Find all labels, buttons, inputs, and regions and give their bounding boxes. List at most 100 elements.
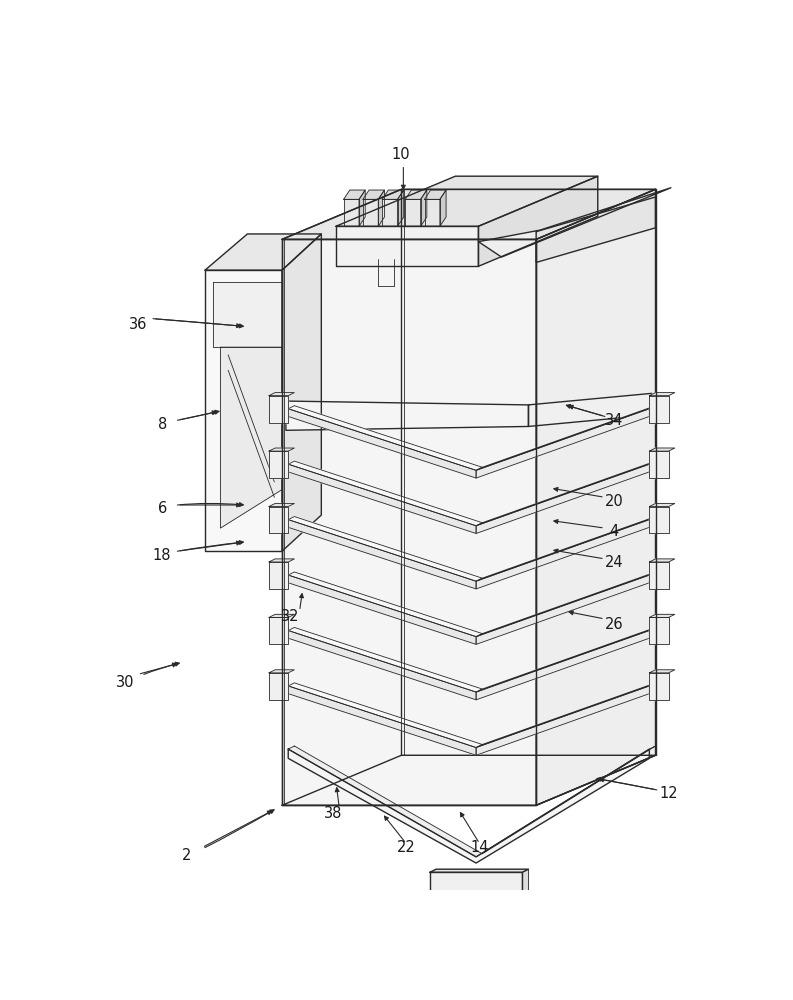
Polygon shape [288,686,476,755]
Polygon shape [649,393,675,396]
Polygon shape [363,199,378,226]
Polygon shape [478,176,598,266]
Polygon shape [343,199,359,226]
Polygon shape [476,520,649,589]
Text: 32: 32 [282,609,300,624]
Polygon shape [269,614,294,617]
Polygon shape [649,617,668,644]
Polygon shape [282,189,656,239]
Polygon shape [424,199,440,226]
Polygon shape [288,746,656,857]
Polygon shape [269,617,288,644]
Text: 36: 36 [128,317,147,332]
Polygon shape [649,448,675,451]
Polygon shape [288,517,482,581]
Polygon shape [649,562,668,589]
Text: 18: 18 [153,548,171,563]
Polygon shape [269,448,294,451]
Polygon shape [382,190,404,199]
Text: 22: 22 [397,840,416,855]
Polygon shape [405,190,427,199]
Polygon shape [336,226,478,266]
Polygon shape [476,517,656,581]
Text: 4: 4 [609,524,619,539]
Polygon shape [288,575,476,644]
Polygon shape [336,176,598,226]
Polygon shape [430,872,523,915]
Polygon shape [213,282,282,347]
Polygon shape [536,197,656,262]
Polygon shape [649,559,675,562]
Polygon shape [269,503,294,507]
Polygon shape [282,239,536,805]
Polygon shape [536,189,656,805]
Polygon shape [288,520,476,589]
Polygon shape [288,409,476,478]
Polygon shape [282,234,321,551]
Text: 8: 8 [158,417,167,432]
FancyArrowPatch shape [178,541,243,551]
Polygon shape [649,503,675,507]
Polygon shape [378,190,385,226]
Polygon shape [405,199,420,226]
Polygon shape [269,451,288,478]
Polygon shape [288,461,482,526]
Polygon shape [476,631,649,700]
Text: 10: 10 [391,147,410,162]
Polygon shape [205,270,282,551]
Polygon shape [282,755,656,805]
FancyArrowPatch shape [178,410,219,420]
Polygon shape [430,869,528,872]
Polygon shape [476,464,649,533]
Polygon shape [649,507,668,533]
Polygon shape [288,464,476,533]
Polygon shape [359,190,366,226]
FancyArrowPatch shape [178,503,243,507]
Polygon shape [269,559,294,562]
Polygon shape [288,749,649,863]
Polygon shape [440,190,446,226]
Polygon shape [269,562,288,589]
Text: 14: 14 [470,840,489,855]
Polygon shape [476,461,656,526]
Polygon shape [424,190,446,199]
Polygon shape [363,190,385,199]
Polygon shape [476,575,649,644]
FancyArrowPatch shape [153,319,243,328]
Polygon shape [523,869,528,915]
Polygon shape [476,572,656,637]
Polygon shape [382,199,397,226]
Polygon shape [269,396,288,423]
Polygon shape [269,670,294,673]
Polygon shape [269,393,294,396]
Text: 2: 2 [182,848,191,863]
Polygon shape [476,683,656,748]
Text: 34: 34 [605,413,623,428]
Polygon shape [649,396,668,423]
Polygon shape [478,188,671,257]
Polygon shape [397,190,404,226]
FancyArrowPatch shape [566,404,605,416]
Polygon shape [343,190,366,199]
Polygon shape [288,683,482,748]
Polygon shape [649,670,675,673]
Polygon shape [649,451,668,478]
Text: 6: 6 [158,501,167,516]
Text: 12: 12 [660,786,678,801]
Text: 24: 24 [605,555,623,570]
Polygon shape [288,572,482,637]
Text: 30: 30 [117,675,135,690]
Polygon shape [288,627,482,692]
Polygon shape [286,401,528,430]
Polygon shape [205,234,321,270]
Polygon shape [528,393,652,426]
FancyArrowPatch shape [144,662,179,674]
Text: 26: 26 [605,617,623,632]
FancyArrowPatch shape [205,810,274,848]
Polygon shape [288,406,482,470]
FancyArrowPatch shape [597,777,657,790]
Polygon shape [269,507,288,533]
Polygon shape [420,190,427,226]
Polygon shape [220,347,282,528]
Text: 38: 38 [324,806,343,820]
